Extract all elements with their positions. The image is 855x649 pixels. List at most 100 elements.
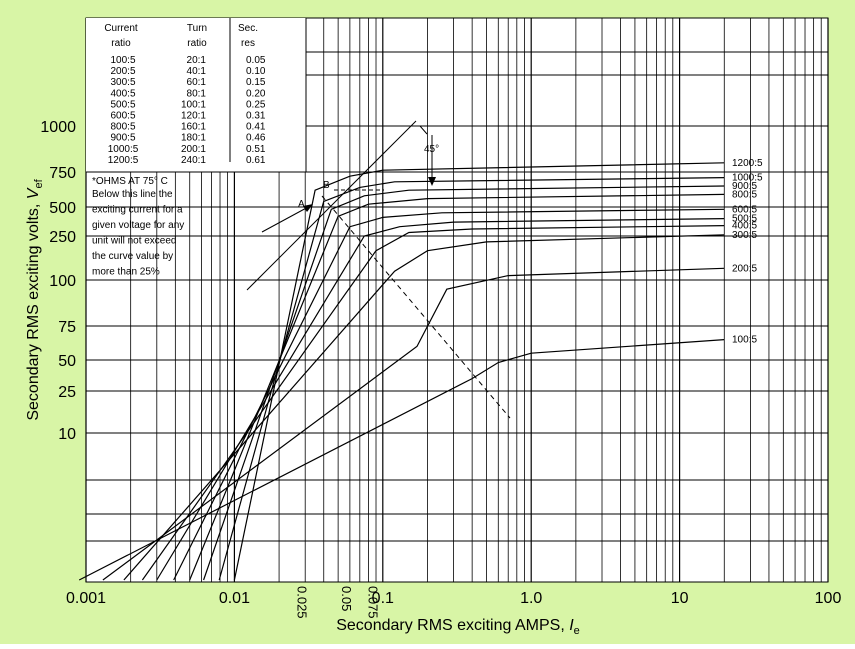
curve-label: 300:5 xyxy=(732,230,757,241)
curve-label: 100:5 xyxy=(732,335,757,346)
y-tick-label: 75 xyxy=(58,319,76,336)
table-header: res xyxy=(241,38,255,49)
curve-600-5 xyxy=(173,208,725,581)
table-cell-current-ratio: 800:5 xyxy=(110,122,135,133)
x-axis-label-text: Secondary RMS exciting AMPS, xyxy=(336,617,569,634)
table-cell-current-ratio: 300:5 xyxy=(110,77,135,88)
table-cell-sec-res: 0.15 xyxy=(246,77,266,88)
curve-label: 1200:5 xyxy=(732,158,763,169)
curve-label: 1000:5 xyxy=(732,173,763,184)
table-cell-current-ratio: 400:5 xyxy=(110,88,135,99)
knee-note-line: Below this line the xyxy=(92,189,173,200)
y-tick-label: 500 xyxy=(49,200,76,217)
x-minor-tick-label: 0.075 xyxy=(365,586,380,619)
table-cell-turn-ratio: 60:1 xyxy=(187,77,207,88)
table-cell-turn-ratio: 100:1 xyxy=(181,99,206,110)
arrow-a xyxy=(261,205,311,233)
ratio-table-bg xyxy=(86,18,306,172)
curve-label: 400:5 xyxy=(732,221,757,232)
x-minor-tick-label: 0.05 xyxy=(339,586,354,611)
angle-arrow-head xyxy=(428,177,436,186)
knee-note-line: the curve value by xyxy=(92,251,173,262)
y-axis-label-subscript: ef xyxy=(33,178,45,188)
table-cell-sec-res: 0.20 xyxy=(246,88,266,99)
y-axis-label: Secondary RMS exciting volts, Vef xyxy=(25,178,45,420)
knee-locus-line xyxy=(321,195,511,419)
table-cell-turn-ratio: 240:1 xyxy=(181,155,206,166)
table-header: Current xyxy=(104,23,138,34)
table-cell-turn-ratio: 80:1 xyxy=(187,88,207,99)
y-tick-label: 10 xyxy=(58,426,76,443)
x-tick-label: 100 xyxy=(815,590,842,607)
table-header: ratio xyxy=(187,38,207,49)
curve-900-5 xyxy=(203,185,725,581)
knee-note-line: more than 25% xyxy=(92,267,160,278)
arrow-a-head xyxy=(303,204,313,212)
x-tick-label: 0.1 xyxy=(372,590,394,607)
y-tick-label: 50 xyxy=(58,353,76,370)
curve-800-5 xyxy=(189,193,725,581)
table-cell-turn-ratio: 180:1 xyxy=(181,133,206,144)
y-tick-label: 250 xyxy=(49,229,76,246)
table-cell-sec-res: 0.61 xyxy=(246,155,266,166)
tangent-45-line xyxy=(246,120,417,291)
y-axis-label-symbol: V xyxy=(25,187,42,199)
curve-label: 600:5 xyxy=(732,204,757,215)
table-cell-sec-res: 0.41 xyxy=(246,122,266,133)
point-a-label: A xyxy=(298,199,305,210)
y-axis-label-text: Secondary RMS exciting volts, xyxy=(25,199,42,420)
table-cell-current-ratio: 600:5 xyxy=(110,111,135,122)
x-tick-label: 0.001 xyxy=(66,590,106,607)
table-cell-current-ratio: 500:5 xyxy=(110,99,135,110)
y-tick-label: 750 xyxy=(49,165,76,182)
curve-500-5 xyxy=(156,218,725,581)
curve-1200-5 xyxy=(233,162,725,581)
y-tick-label: 100 xyxy=(49,273,76,290)
x-axis-label-subscript: e xyxy=(574,625,580,637)
knee-note-line: exciting current for a xyxy=(92,205,183,216)
point-b-label: B xyxy=(323,180,330,191)
table-cell-current-ratio: 200:5 xyxy=(110,66,135,77)
ratio-table: Current ratio Turn ratio Sec. res 100:5 20:1 0.0… xyxy=(86,18,307,278)
x-minor-tick-label: 0.025 xyxy=(294,586,309,619)
x-tick-label: 10 xyxy=(671,590,689,607)
table-cell-sec-res: 0.51 xyxy=(246,144,266,155)
y-tick-label: 1000 xyxy=(40,119,76,136)
table-header: Turn xyxy=(187,23,207,34)
curve-200-5 xyxy=(102,267,725,581)
table-header: Sec. xyxy=(238,23,258,34)
angle-arc xyxy=(419,125,428,135)
knee-note-line: given voltage for any xyxy=(92,220,184,231)
table-cell-sec-res: 0.31 xyxy=(246,111,266,122)
ohms-note: *OHMS AT 75° C xyxy=(92,176,168,187)
curve-label: 900:5 xyxy=(732,181,757,192)
table-cell-current-ratio: 900:5 xyxy=(110,133,135,144)
table-cell-current-ratio: 1000:5 xyxy=(108,144,139,155)
y-tick-label: 25 xyxy=(58,384,76,401)
curve-label: 500:5 xyxy=(732,214,757,225)
x-axis-label: Secondary RMS exciting AMPS, Ie xyxy=(336,617,580,637)
table-cell-sec-res: 0.05 xyxy=(246,55,266,66)
table-cell-turn-ratio: 20:1 xyxy=(187,55,207,66)
curve-label: 200:5 xyxy=(732,263,757,274)
table-cell-current-ratio: 100:5 xyxy=(110,55,135,66)
x-axis-label-symbol: I xyxy=(569,617,574,634)
table-cell-turn-ratio: 200:1 xyxy=(181,144,206,155)
x-tick-label: 1.0 xyxy=(520,590,542,607)
curve-100-5 xyxy=(78,339,725,581)
curve-1000-5 xyxy=(218,177,725,581)
table-cell-turn-ratio: 40:1 xyxy=(187,66,207,77)
angle-label: 45° xyxy=(424,144,439,155)
curve-label: 800:5 xyxy=(732,189,757,200)
knee-construction: A B 45° xyxy=(246,120,511,419)
table-cell-current-ratio: 1200:5 xyxy=(108,155,139,166)
curve-400-5 xyxy=(141,225,725,581)
axis-ticks: 1000 750 500 250 100 75 50 25 10 0.001 0.01 0.1 1.0 1… xyxy=(40,119,841,619)
table-cell-sec-res: 0.46 xyxy=(246,133,266,144)
table-cell-turn-ratio: 160:1 xyxy=(181,122,206,133)
table-cell-turn-ratio: 120:1 xyxy=(181,111,206,122)
x-tick-label: 0.01 xyxy=(219,590,250,607)
